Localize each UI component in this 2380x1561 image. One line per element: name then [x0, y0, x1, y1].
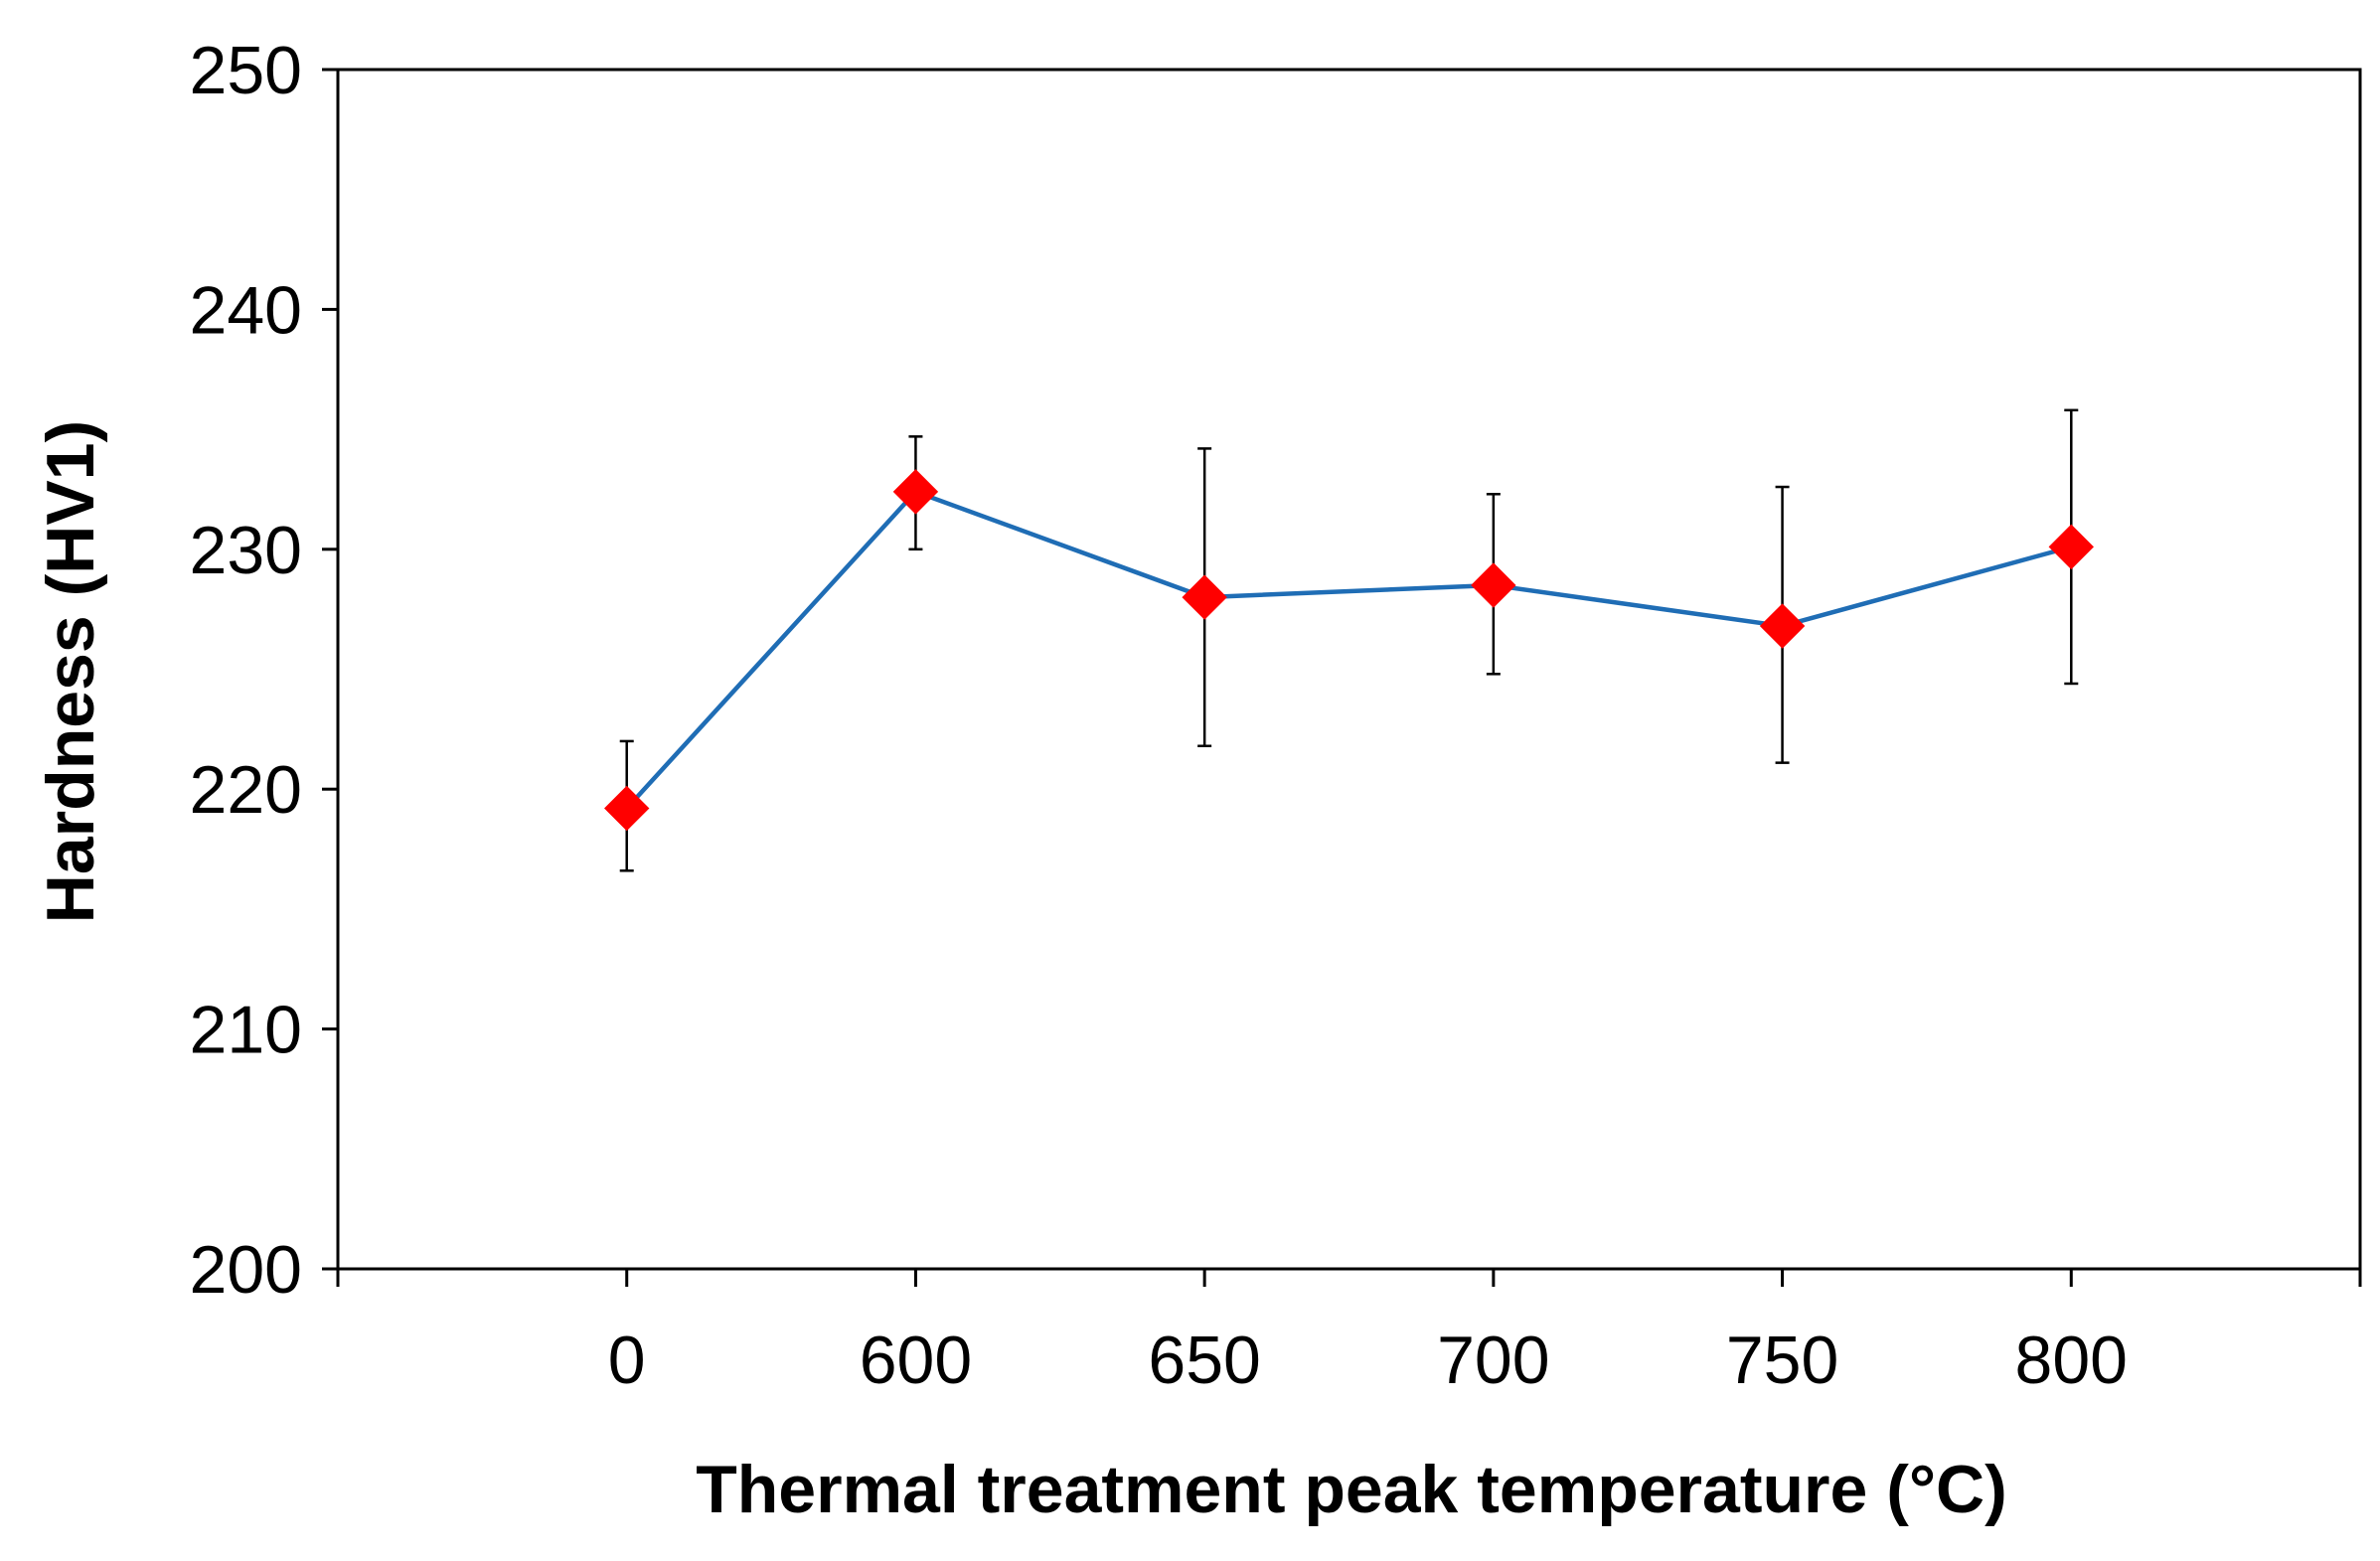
- x-tick-label: 800: [2015, 1323, 2128, 1398]
- x-tick-label: 700: [1437, 1323, 1549, 1398]
- y-tick-label: 240: [190, 272, 302, 348]
- data-point-marker: [1182, 574, 1227, 620]
- y-tick-label: 230: [190, 513, 302, 588]
- y-tick-label: 220: [190, 752, 302, 828]
- data-point-marker: [1759, 603, 1806, 649]
- x-tick-label: 650: [1148, 1323, 1260, 1398]
- plot-frame: [336, 68, 2362, 1271]
- data-point-marker: [604, 785, 650, 832]
- x-tick-label: 0: [608, 1323, 646, 1398]
- x-axis-title: Thermal treatment peak temperature (°C): [696, 1452, 2007, 1527]
- y-axis-title: Hardness (HV1): [33, 420, 108, 923]
- data-point-marker: [1471, 562, 1516, 608]
- series-line: [625, 489, 2072, 811]
- data-point-marker: [2048, 524, 2094, 570]
- y-tick-label: 210: [190, 993, 302, 1068]
- x-tick-label: 600: [860, 1323, 972, 1398]
- y-tick-label: 250: [190, 33, 302, 108]
- y-tick-label: 200: [190, 1232, 302, 1308]
- data-point-marker: [892, 469, 939, 515]
- x-tick-label: 750: [1726, 1323, 1838, 1398]
